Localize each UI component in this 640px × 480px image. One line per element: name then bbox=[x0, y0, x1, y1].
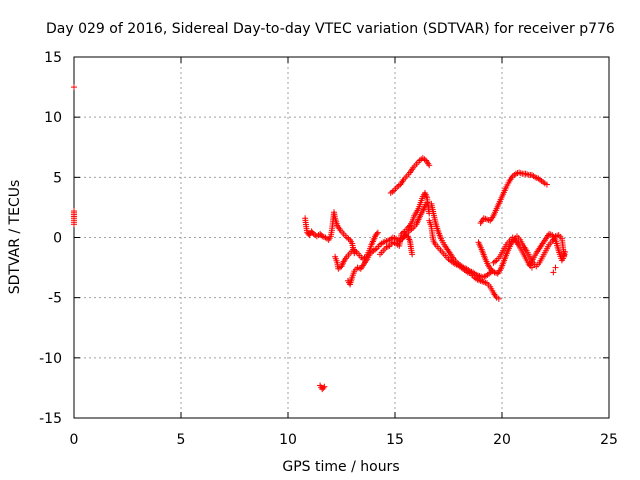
data-point bbox=[426, 162, 433, 169]
data-point bbox=[550, 269, 557, 276]
chart-title: Day 029 of 2016, Sidereal Day-to-day VTE… bbox=[46, 21, 615, 37]
plot-frame bbox=[73, 56, 610, 419]
data-point bbox=[495, 295, 502, 302]
y-tick-label: 0 bbox=[53, 231, 62, 247]
data-point bbox=[321, 383, 328, 390]
y-tick-label: 5 bbox=[53, 170, 62, 186]
x-tick-label: 20 bbox=[493, 432, 511, 448]
data-point bbox=[374, 229, 381, 236]
grid-lines bbox=[74, 57, 609, 418]
x-tick-label: 5 bbox=[177, 432, 186, 448]
y-tick-label: -15 bbox=[39, 411, 62, 427]
axis-ticks: 0 5 10 15 20 25 15 10 5 0 -5 -10 -15 bbox=[39, 50, 618, 448]
data-point bbox=[424, 199, 431, 206]
data-point bbox=[543, 181, 550, 188]
x-tick-label: 15 bbox=[386, 432, 404, 448]
y-tick-label: -10 bbox=[39, 351, 62, 367]
data-point bbox=[409, 251, 416, 258]
y-tick-label: 10 bbox=[44, 110, 62, 126]
y-tick-label: 15 bbox=[44, 50, 62, 66]
data-point bbox=[552, 264, 559, 271]
data-point bbox=[71, 84, 77, 91]
data-point bbox=[562, 248, 569, 255]
data-points bbox=[71, 84, 569, 393]
x-axis-label: GPS time / hours bbox=[282, 459, 399, 475]
x-tick-label: 0 bbox=[70, 432, 79, 448]
x-tick-label: 25 bbox=[600, 432, 618, 448]
x-tick-label: 10 bbox=[279, 432, 297, 448]
y-axis-label: SDTVAR / TECUs bbox=[7, 180, 23, 295]
data-point bbox=[71, 221, 77, 228]
y-tick-label: -5 bbox=[48, 291, 62, 307]
data-point bbox=[320, 384, 327, 391]
data-point bbox=[373, 230, 380, 237]
